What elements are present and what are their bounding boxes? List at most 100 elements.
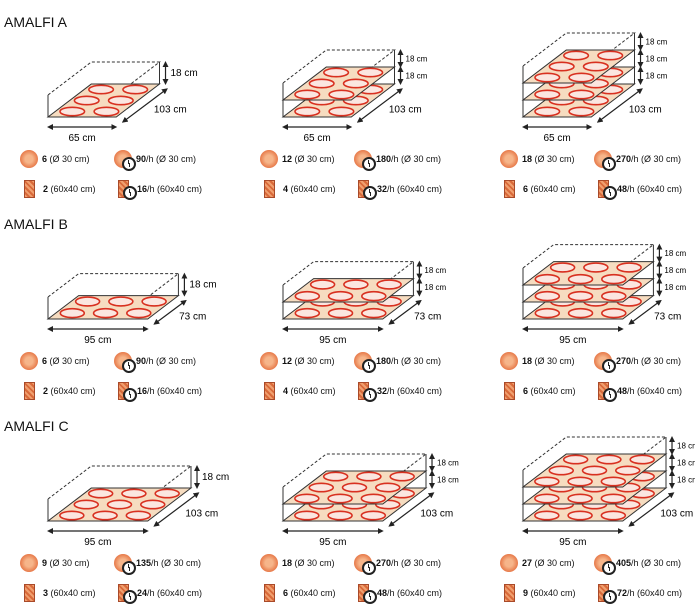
oven-diagram: 95 cm 103 cm 18 cm (46, 465, 229, 546)
tray-clock-icon (598, 180, 617, 200)
depth-label: 103 cm (420, 509, 453, 520)
tray-clock-icon (598, 382, 617, 402)
pizza (92, 307, 119, 319)
oven-config: 18 (Ø 30 cm) 270/h (Ø 30 cm) 6 (60x40 cm… (498, 0, 695, 200)
tray-capacity: 6 (60x40 cm) (504, 180, 576, 198)
pizza (389, 471, 415, 482)
depth-arrow (388, 492, 435, 527)
pizza-capacity: 9 (Ø 30 cm) (20, 554, 90, 572)
tray-size: (60x40 cm) (50, 588, 96, 598)
oven-diagram: 95 cm 73 cm 18 cm 18 cm (281, 260, 447, 344)
pizza-count: 9 (42, 558, 48, 568)
oven-config: 27 (Ø 30 cm) 405/h (Ø 30 cm) 9 (60x40 cm… (498, 404, 695, 604)
depth-label: 103 cm (660, 509, 693, 520)
pizza (601, 307, 627, 319)
height-label: 18 cm (171, 68, 198, 79)
depth-arrow (596, 88, 643, 123)
box-top-edge (282, 261, 415, 286)
pizza-per-hour: 90 (136, 356, 147, 366)
oven-diagram: 95 cm 73 cm 18 cm 18 cm 18 cm (521, 243, 687, 344)
tray-icon (24, 382, 35, 400)
height-label: 18 cm (646, 55, 668, 64)
depth-label: 73 cm (654, 311, 681, 322)
pizza-per-hour: 135 (136, 558, 152, 568)
pizza (294, 290, 321, 302)
pizza (534, 510, 560, 521)
pizza (327, 510, 353, 521)
tray-count: 6 (523, 386, 529, 396)
tray-hour-unit: /h (60x40 cm) (627, 386, 683, 396)
pizza (568, 106, 595, 117)
box-top-edge (522, 32, 636, 67)
pizza (93, 106, 120, 117)
tray-size: (60x40 cm) (50, 386, 96, 396)
pizza-capacity: 12 (Ø 30 cm) (260, 352, 335, 370)
box-top-edge (282, 49, 396, 84)
pizza-icon (20, 150, 38, 168)
pizza-hour-unit: /h (Ø 30 cm) (631, 558, 682, 568)
pizza-count: 18 (522, 356, 533, 366)
tray-clock-icon (118, 382, 137, 402)
pizza (548, 61, 575, 72)
tray-per-hour: 16 (137, 184, 148, 194)
pizza-capacity: 18 (Ø 30 cm) (500, 150, 575, 168)
tray-capacity: 9 (60x40 cm) (504, 584, 576, 602)
pizza-hour-unit: /h (Ø 30 cm) (631, 154, 682, 164)
pizza (342, 78, 369, 89)
tray-count: 2 (43, 184, 49, 194)
pizza-hour-unit: /h (Ø 30 cm) (146, 154, 197, 164)
pizza-clock-icon (354, 554, 376, 575)
pizza (294, 493, 320, 504)
pizza-clock-icon (354, 352, 376, 373)
pizza (154, 488, 180, 499)
height-label: 18 cm (424, 283, 446, 292)
tray-hour-unit: /h (60x40 cm) (147, 386, 203, 396)
pizza-size: (Ø 30 cm) (294, 356, 335, 366)
pizza (361, 290, 387, 302)
pizza-size: (Ø 30 cm) (49, 154, 90, 164)
oven-diagram: 65 cm 103 cm 18 cm (46, 61, 198, 142)
pizza (583, 262, 609, 273)
pizza (567, 307, 594, 319)
pizza (567, 510, 593, 521)
pizza (567, 476, 593, 487)
tray-count: 4 (283, 184, 289, 194)
pizza (563, 50, 590, 61)
pizza-hourly: 405/h (Ø 30 cm) (594, 554, 682, 575)
pizza (629, 454, 655, 465)
depth-arrow (153, 492, 200, 527)
tray-icon (504, 382, 515, 400)
pizza (549, 262, 576, 273)
pizza-capacity: 6 (Ø 30 cm) (20, 150, 90, 168)
tray-size: (60x40 cm) (290, 588, 336, 598)
pizza (616, 262, 642, 273)
box-top-edge (47, 465, 193, 500)
pizza-hour-unit: /h (Ø 30 cm) (391, 154, 442, 164)
depth-label: 103 cm (629, 105, 662, 116)
pizza (567, 493, 593, 504)
pizza-icon (260, 150, 278, 168)
pizza (341, 482, 368, 493)
depth-arrow (121, 88, 168, 123)
depth-arrow (388, 299, 422, 325)
pizza (343, 279, 369, 290)
model-section: AMALFI C 9 (Ø 30 cm) 135/h (Ø 30 cm) 3 (… (0, 404, 695, 604)
pizza (107, 95, 134, 106)
pizza-hour-unit: /h (Ø 30 cm) (146, 356, 197, 366)
depth-label: 103 cm (154, 105, 187, 116)
pizza (308, 482, 335, 493)
height-label: 18 cm (406, 55, 428, 64)
tray-hourly: 24/h (60x40 cm) (118, 584, 202, 604)
pizza-hour-unit: /h (Ø 30 cm) (151, 558, 202, 568)
tray-icon (504, 180, 515, 198)
tray-hourly: 32/h (60x40 cm) (358, 180, 442, 200)
pizza-count: 6 (42, 356, 48, 366)
pizza-size: (Ø 30 cm) (294, 154, 335, 164)
pizza-clock-icon (594, 150, 616, 171)
tray-hour-unit: /h (60x40 cm) (387, 588, 443, 598)
pizza-size: (Ø 30 cm) (534, 558, 575, 568)
pizza-clock-icon (114, 554, 136, 575)
pizza (376, 279, 402, 290)
pizza-capacity: 18 (Ø 30 cm) (260, 554, 335, 572)
oven-diagram: 65 cm 103 cm 18 cm 18 cm 18 cm (521, 32, 668, 142)
